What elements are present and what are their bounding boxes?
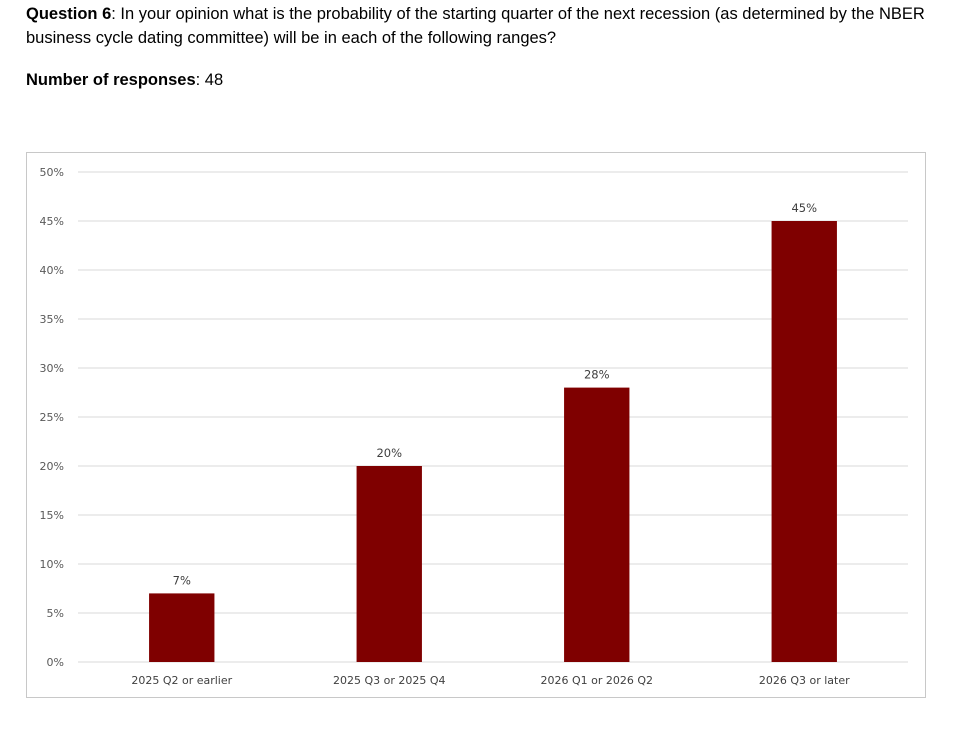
responses-label: Number of responses [26,71,196,89]
y-tick-label: 20% [40,460,64,473]
y-tick-label: 5% [47,607,64,620]
data-label: 20% [376,446,402,460]
data-label: 28% [584,368,610,382]
y-tick-label: 0% [47,656,64,669]
bar-chart: 0% 5% 10% 15% 20% 25% 30% 35% 40% 45% 50% 7% 20% 28%… [40,166,908,687]
bar [149,593,215,662]
question-label: Question 6 [26,5,112,23]
x-tick-label: 2026 Q3 or later [759,674,850,687]
responses-count: : 48 [195,71,224,89]
y-tick-label: 35% [40,313,64,326]
x-axis-ticks: 2025 Q2 or earlier 2025 Q3 or 2025 Q4 2026… [131,674,850,687]
question-text: Question 6: In your opinion what is the … [26,2,946,50]
data-label: 7% [173,573,191,587]
y-axis-ticks: 0% 5% 10% 15% 20% 25% 30% 35% 40% 45% 50% [40,166,64,669]
gridlines [78,171,908,663]
y-tick-label: 40% [40,264,64,277]
y-tick-label: 10% [40,558,64,571]
y-tick-label: 45% [40,215,64,228]
bars [149,221,837,662]
x-tick-label: 2025 Q3 or 2025 Q4 [333,674,446,687]
data-label: 45% [791,201,817,215]
y-tick-label: 25% [40,411,64,424]
y-tick-label: 30% [40,362,64,375]
responses-line: Number of responses: 48 [26,68,223,92]
question-body: : In your opinion what is the probabilit… [26,5,925,47]
y-tick-label: 50% [40,166,64,179]
y-tick-label: 15% [40,509,64,522]
bar [771,221,837,662]
data-labels: 7% 20% 28% 45% [173,201,817,587]
x-tick-label: 2025 Q2 or earlier [131,674,232,687]
x-tick-label: 2026 Q1 or 2026 Q2 [540,674,653,687]
bar [564,387,630,662]
bar [356,466,422,662]
